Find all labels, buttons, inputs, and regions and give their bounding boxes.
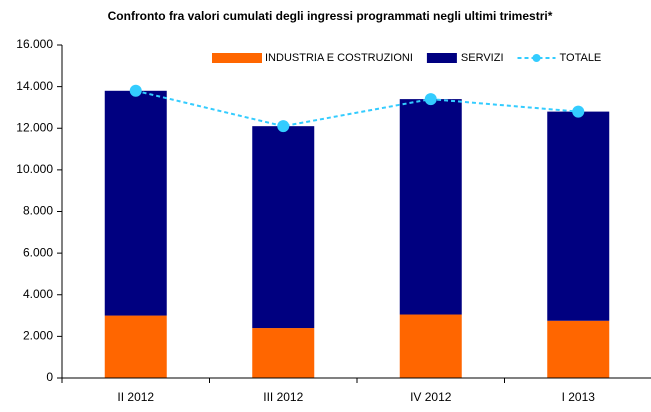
y-tick-label: 14.000 (16, 79, 53, 93)
x-tick-label: II 2012 (117, 390, 154, 404)
legend-swatch (212, 53, 262, 63)
legend-swatch (426, 53, 457, 63)
y-tick-label: 12.000 (16, 120, 53, 134)
y-tick-label: 16.000 (16, 37, 53, 51)
bar (547, 111, 610, 321)
bar (399, 99, 462, 315)
x-tick-label: IV 2012 (410, 390, 452, 404)
point (277, 120, 290, 133)
y-tick-label: 6.000 (23, 245, 53, 259)
bar (547, 320, 610, 378)
y-tick-label: 0 (46, 370, 53, 384)
y-tick-label: 10.000 (16, 162, 53, 176)
legend-swatch (532, 54, 541, 62)
line (135, 89, 579, 128)
legend-label: INDUSTRIA E COSTRUZIONI (265, 52, 413, 64)
x-tick-label: I 2013 (562, 390, 596, 404)
y-tick-label: 4.000 (23, 287, 53, 301)
chart-title: Confronto fra valori cumulati degli ingr… (108, 9, 553, 23)
legend-label: TOTALE (560, 52, 602, 64)
x-tick-label: III 2012 (263, 390, 303, 404)
point (129, 84, 142, 97)
point (424, 93, 437, 106)
bar (252, 126, 315, 329)
bar (104, 315, 167, 378)
y-tick-label: 2.000 (23, 329, 53, 343)
y-tick-label: 8.000 (23, 204, 53, 218)
bar (399, 314, 462, 378)
bar (252, 328, 315, 378)
legend-label: SERVIZI (461, 52, 504, 64)
bar (104, 90, 167, 316)
point (572, 105, 585, 118)
